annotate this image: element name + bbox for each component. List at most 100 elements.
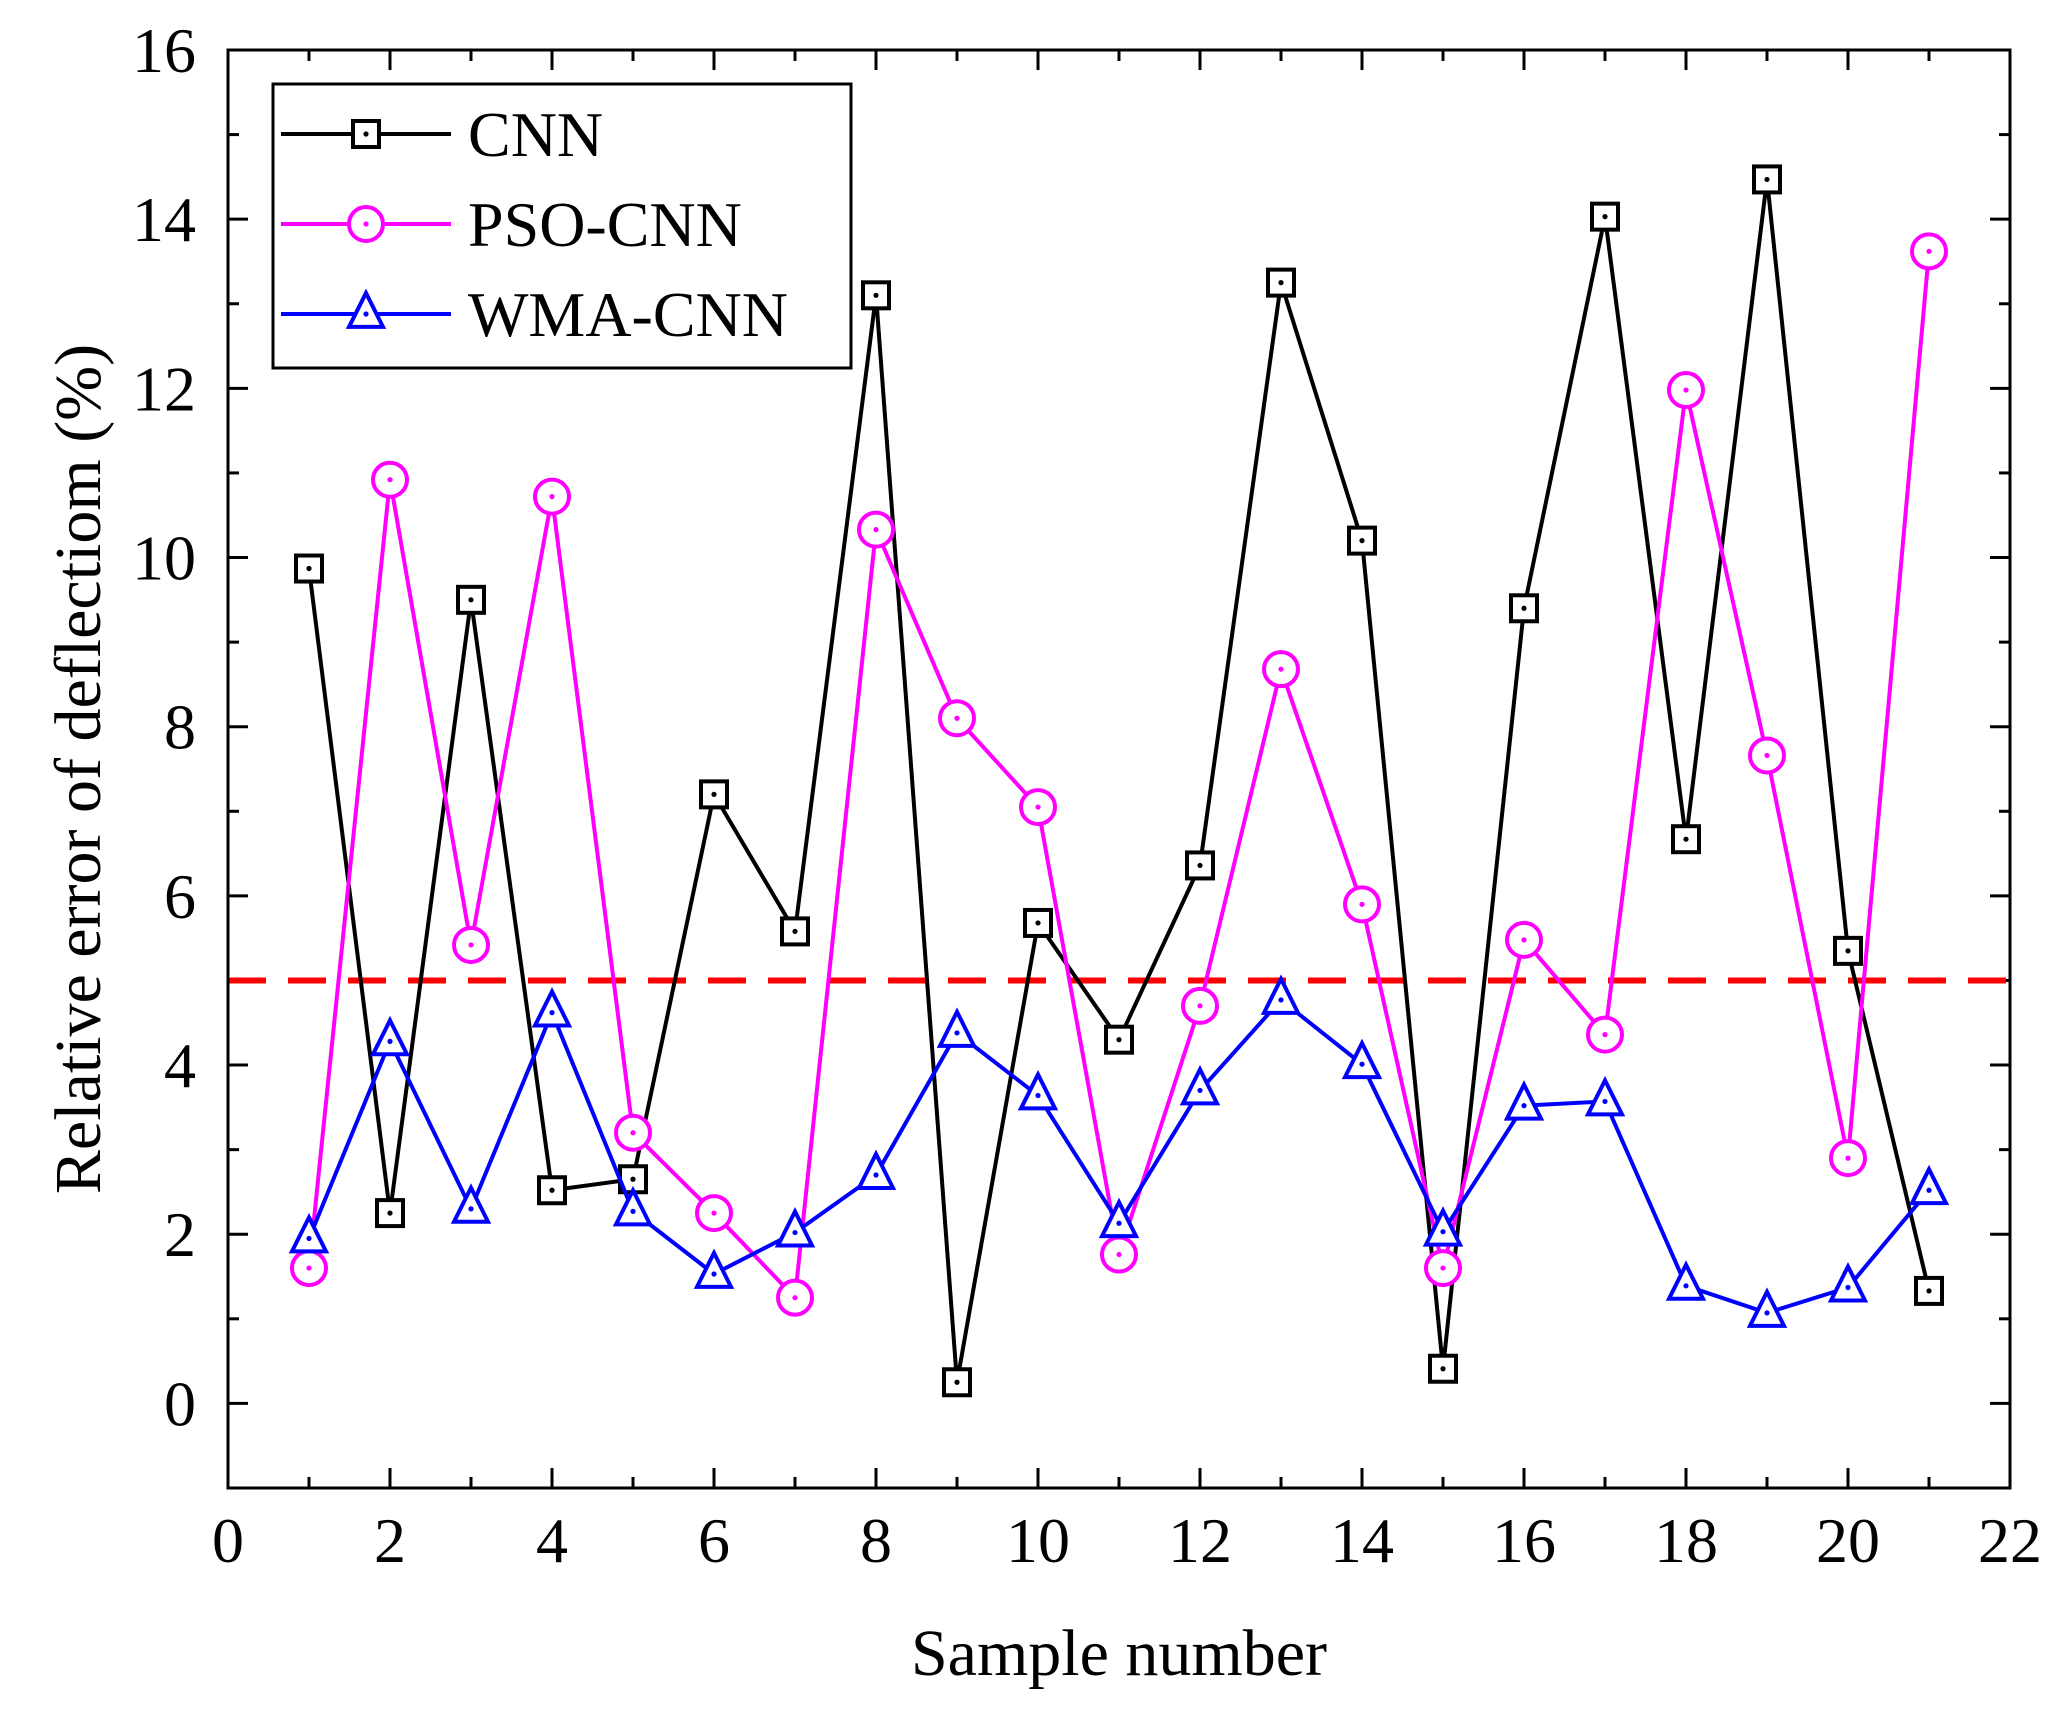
data-point [1017, 1069, 1059, 1111]
x-tick-label: 22 [1978, 1505, 2042, 1576]
data-point [456, 584, 486, 615]
marker-dot [1278, 997, 1284, 1003]
marker-dot [954, 1379, 960, 1385]
data-point [1181, 986, 1219, 1025]
ticks-layer: 0 2 4 6 8 10 12 14 16 18 20 22 0 2 4 6 8 10 12 14 16 [132, 15, 2042, 1576]
x-tick-label: 2 [374, 1505, 406, 1576]
marker-shape [774, 1206, 816, 1248]
marker-dot [792, 928, 798, 935]
y-tick-label: 14 [132, 184, 196, 255]
data-point [1262, 650, 1300, 689]
marker-dot [873, 1172, 879, 1178]
y-tick-label: 0 [164, 1368, 196, 1439]
marker-dot [363, 311, 369, 317]
marker-dot [1440, 1265, 1446, 1271]
marker-dot [1683, 387, 1689, 393]
marker-shape [369, 1015, 411, 1057]
data-point [450, 1183, 492, 1224]
data-point [533, 477, 571, 516]
y-axis-title: Relative error of deflectiom (%) [42, 344, 115, 1194]
data-point [1667, 371, 1705, 410]
x-tick-label: 4 [536, 1505, 568, 1576]
x-tick-label: 8 [860, 1505, 892, 1576]
data-point [1343, 885, 1381, 924]
x-tick-label: 10 [1006, 1505, 1070, 1576]
y-tick-label: 16 [132, 15, 196, 86]
marker-dot [1197, 1087, 1203, 1094]
marker-dot [711, 1271, 717, 1277]
y-tick-label: 6 [164, 861, 196, 932]
marker-shape [1671, 824, 1701, 855]
marker-shape [1179, 1064, 1221, 1106]
y-tick-label: 12 [132, 353, 196, 424]
marker-shape [450, 1183, 492, 1224]
marker-shape [1584, 1075, 1626, 1117]
marker-dot [1116, 1251, 1122, 1258]
data-point [693, 1248, 735, 1289]
marker-dot [792, 1229, 798, 1236]
marker-dot [1683, 1283, 1689, 1289]
data-point [1260, 974, 1302, 1015]
x-tick-label: 14 [1330, 1505, 1394, 1576]
marker-dot [1602, 1032, 1608, 1038]
x-tick-label: 18 [1654, 1505, 1718, 1576]
marker-dot [1440, 1366, 1446, 1372]
marker-dot [1602, 1098, 1608, 1105]
marker-shape [1827, 1261, 1869, 1303]
data-point [1910, 232, 1948, 271]
data-point [1752, 164, 1782, 195]
marker-dot [1035, 1092, 1041, 1099]
marker-dot [711, 1210, 717, 1216]
legend-marker [347, 205, 385, 243]
data-point [936, 1007, 978, 1048]
marker-dot [306, 1265, 312, 1271]
marker-dot [306, 1235, 312, 1242]
marker-dot [873, 527, 879, 533]
marker-dot [549, 1187, 555, 1193]
data-point [369, 1015, 411, 1057]
marker-shape [855, 1149, 897, 1190]
x-tick-label: 0 [212, 1505, 244, 1576]
legend-item-pso-cnn: PSO-CNN [281, 189, 742, 260]
data-point [1347, 525, 1377, 556]
marker-dot [1035, 804, 1041, 810]
marker-dot [1116, 1037, 1122, 1043]
marker-dot [1683, 836, 1689, 842]
x-axis-title: Sample number [911, 1617, 1327, 1690]
marker-shape [1266, 267, 1296, 298]
marker-dot [387, 1038, 393, 1044]
legend-item-wma-cnn: WMA-CNN [281, 279, 788, 350]
marker-shape [1260, 974, 1302, 1015]
data-point [288, 1212, 330, 1254]
x-tick-label: 12 [1168, 1505, 1232, 1576]
legend-label: WMA-CNN [468, 279, 788, 350]
marker-dot [1926, 1187, 1932, 1193]
marker-dot [954, 715, 960, 721]
data-point [774, 1206, 816, 1248]
marker-shape [294, 553, 324, 584]
marker-dot [468, 597, 474, 603]
data-point [537, 1175, 567, 1206]
marker-shape [693, 1248, 735, 1289]
series-wma-cnn [288, 974, 1950, 1328]
marker-dot [387, 477, 393, 483]
data-point [776, 1278, 814, 1317]
data-point [1914, 1275, 1944, 1306]
data-point [1098, 1197, 1140, 1239]
data-point [1505, 920, 1543, 959]
y-tick-label: 4 [164, 1030, 196, 1101]
marker-dot [363, 221, 369, 227]
marker-dot [1926, 1288, 1932, 1294]
y-tick-label: 10 [132, 523, 196, 594]
data-point [857, 510, 895, 549]
data-point [1185, 850, 1215, 881]
marker-dot [630, 1130, 636, 1136]
marker-shape [456, 584, 486, 615]
data-point [614, 1113, 652, 1152]
data-point [1422, 1206, 1464, 1247]
marker-dot [1197, 862, 1203, 869]
data-point [1827, 1261, 1869, 1303]
data-point [1908, 1164, 1950, 1206]
series-cnn [294, 164, 1944, 1398]
